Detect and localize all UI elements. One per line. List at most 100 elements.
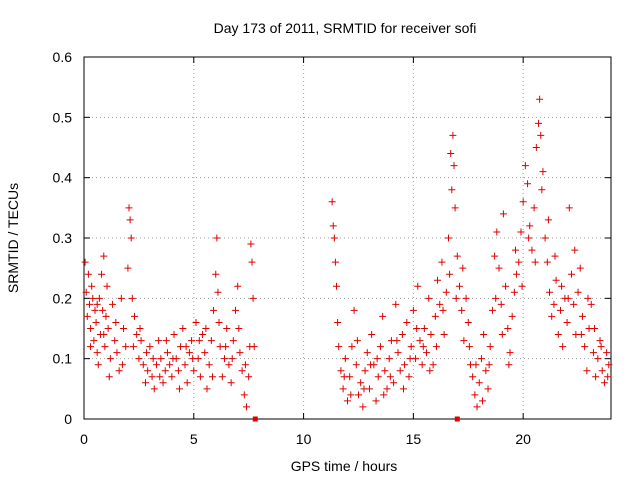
data-point [453,252,461,260]
data-point [564,294,572,302]
data-point [432,343,440,351]
data-point [535,119,543,127]
data-point [528,246,536,254]
data-point [475,379,483,387]
data-point [530,204,538,212]
chart-title: Day 173 of 2011, SRMTID for receiver sof… [214,20,477,36]
data-point [146,343,154,351]
data-point [159,379,167,387]
data-point [104,325,112,332]
data-point [179,325,187,332]
data-point [182,343,190,351]
data-point [208,373,216,381]
data-point [449,131,457,139]
data-point [459,264,467,272]
data-point [462,294,470,302]
data-point [440,331,448,339]
data-point [571,246,579,254]
data-point [354,391,362,399]
data-point [105,373,113,381]
data-point [139,361,147,369]
data-point [502,282,510,290]
data-point [115,367,123,375]
data-point [174,367,182,375]
data-point [213,234,221,242]
data-point [448,186,456,194]
data-point [218,373,226,381]
data-point [480,331,488,339]
data-point [464,318,472,326]
data-point [247,240,255,248]
data-point [148,373,156,381]
data-point [169,355,177,363]
data-point [95,294,103,302]
data-point [117,294,125,302]
data-point [581,343,589,351]
data-point [409,306,417,314]
data-point [192,318,200,326]
data-point [376,343,384,351]
data-point [482,367,490,375]
data-point [521,162,529,170]
data-point [508,312,516,320]
data-point [472,361,480,369]
data-point [328,198,336,206]
data-point [491,252,499,260]
data-point [155,337,163,345]
data-point [471,391,479,399]
data-point [525,234,533,242]
data-point [183,379,191,387]
data-point [450,162,458,170]
data-point [210,306,218,314]
data-point [363,349,371,357]
data-point [381,367,389,375]
data-point [188,337,196,345]
data-point [367,361,375,369]
data-point [359,403,367,411]
data-point [100,252,108,260]
data-point [380,391,388,399]
data-point [578,312,586,320]
data-point [604,373,612,381]
data-point [492,294,500,302]
data-point [600,379,608,387]
data-point [515,258,523,266]
data-point [479,397,487,405]
data-point [605,361,613,369]
data-point [414,282,422,290]
data-point [246,343,254,351]
data-point [245,373,253,381]
x-axis-label: GPS time / hours [291,458,398,474]
data-point [331,258,339,266]
data-point [353,337,361,345]
data-point [215,318,223,326]
data-point [465,343,473,351]
data-point [393,337,401,345]
data-point [394,349,402,357]
data-point [383,385,391,393]
data-point [451,204,459,212]
data-point [124,264,132,272]
data-point [577,331,585,339]
data-point [242,403,250,411]
data-point [558,282,566,290]
x-tick-label: 10 [296,431,312,447]
data-point [181,361,189,369]
data-point [538,186,546,194]
data-point [372,397,380,405]
data-point [330,234,338,242]
data-point [552,276,560,284]
data-point [91,306,99,314]
data-point [166,361,174,369]
data-point [196,373,204,381]
data-point [390,379,398,387]
y-tick-label: 0.6 [53,49,73,65]
data-point [228,355,236,363]
data-point [406,355,414,363]
data-point [347,391,355,399]
data-point [445,234,453,242]
data-point [405,373,413,381]
data-point [597,343,605,351]
data-point [570,300,578,308]
data-point [469,373,477,381]
